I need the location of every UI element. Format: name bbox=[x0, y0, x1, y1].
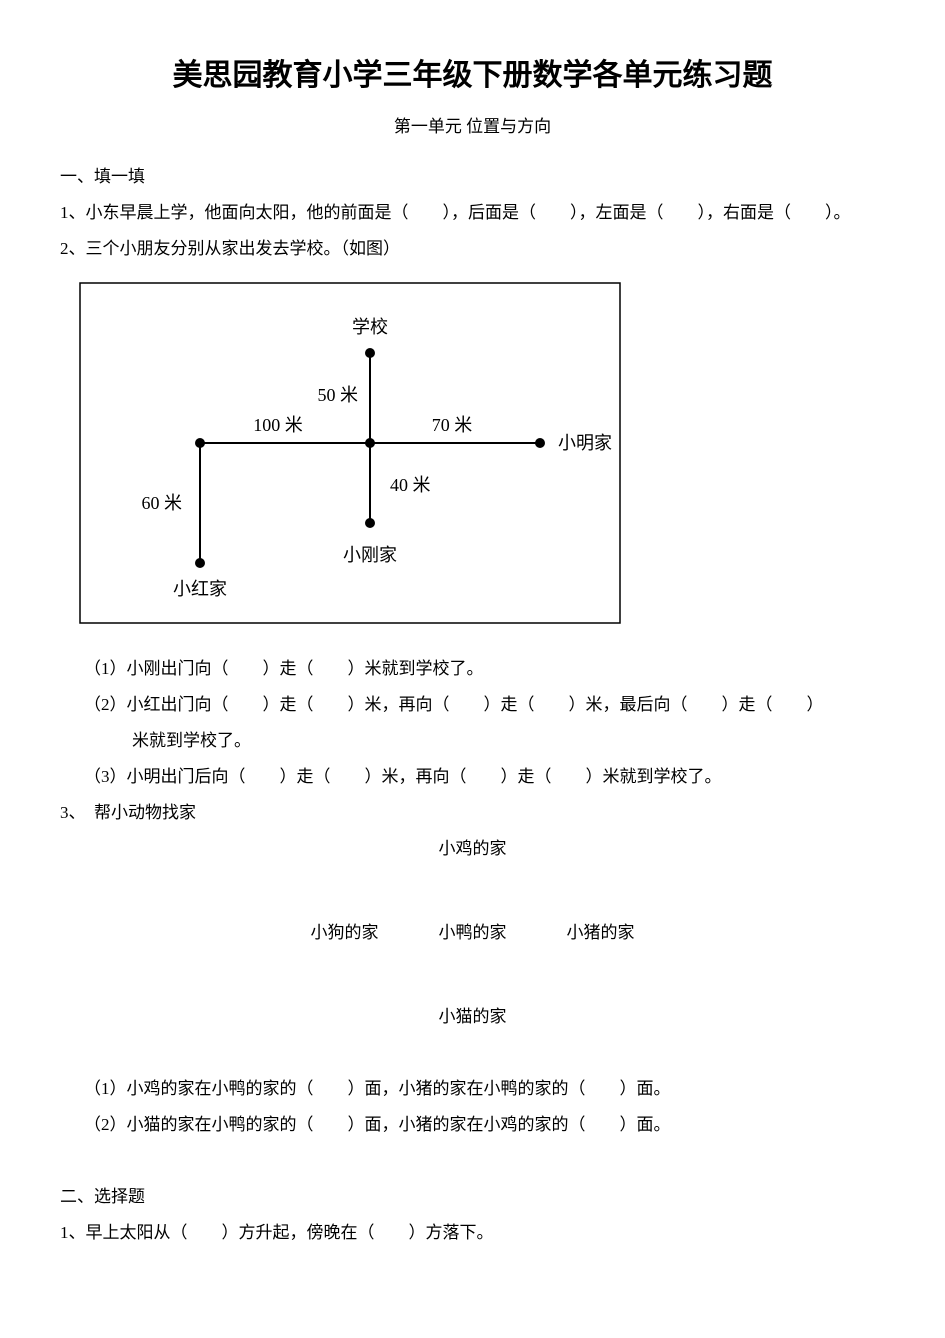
question-3: 3、 帮小动物找家 bbox=[60, 795, 885, 831]
pt-xiaogang bbox=[365, 518, 375, 528]
pt-center bbox=[365, 438, 375, 448]
diagram-lines bbox=[200, 353, 540, 563]
label-xiaoming: 小明家 bbox=[558, 433, 612, 453]
doc-title: 美思园教育小学三年级下册数学各单元练习题 bbox=[60, 50, 885, 94]
label-100m: 100 米 bbox=[253, 415, 303, 435]
map-diagram-container: 学校 50 米 100 米 70 米 小明家 40 米 小刚家 60 米 小红家 bbox=[60, 273, 885, 633]
label-40m: 40 米 bbox=[390, 475, 431, 495]
label-50m: 50 米 bbox=[318, 385, 359, 405]
section-1-header: 一、填一填 bbox=[60, 159, 885, 195]
label-60m: 60 米 bbox=[142, 493, 183, 513]
pt-hong-top bbox=[195, 438, 205, 448]
animal-home-grid: 小鸡的家 小狗的家 小鸭的家 小猪的家 小猫的家 bbox=[60, 831, 885, 1035]
question-2-2b: 米就到学校了。 bbox=[60, 723, 885, 759]
question-2-1: （1）小刚出门向（ ）走（ ）米就到学校了。 bbox=[60, 651, 885, 687]
map-diagram: 学校 50 米 100 米 70 米 小明家 40 米 小刚家 60 米 小红家 bbox=[60, 273, 640, 633]
pt-hong-bot bbox=[195, 558, 205, 568]
pt-xiaoming bbox=[535, 438, 545, 448]
page: 美思园教育小学三年级下册数学各单元练习题 第一单元 位置与方向 一、填一填 1、… bbox=[0, 0, 945, 1338]
question-3-2: （2）小猫的家在小鸭的家的（ ）面，小猪的家在小鸡的家的（ ）面。 bbox=[60, 1107, 885, 1143]
home-chicken: 小鸡的家 bbox=[439, 831, 507, 867]
diagram-labels: 学校 50 米 100 米 70 米 小明家 40 米 小刚家 60 米 小红家 bbox=[142, 317, 613, 599]
section-2-q1: 1、早上太阳从（ ）方升起，傍晚在（ ）方落下。 bbox=[60, 1215, 885, 1251]
home-pig: 小猪的家 bbox=[567, 915, 635, 951]
home-dog: 小狗的家 bbox=[311, 915, 379, 951]
label-xiaohong: 小红家 bbox=[173, 579, 227, 599]
section-2-header: 二、选择题 bbox=[60, 1179, 885, 1215]
question-2-3: （3）小明出门后向（ ）走（ ）米，再向（ ）走（ ）米就到学校了。 bbox=[60, 759, 885, 795]
label-school: 学校 bbox=[352, 317, 388, 337]
question-1: 1、小东早晨上学，他面向太阳，他的前面是（ ），后面是（ ），左面是（ ），右面… bbox=[60, 195, 885, 231]
diagram-border bbox=[80, 283, 620, 623]
label-xiaogang: 小刚家 bbox=[343, 545, 397, 565]
pt-school bbox=[365, 348, 375, 358]
question-2: 2、三个小朋友分别从家出发去学校。（如图） bbox=[60, 231, 885, 267]
home-cat: 小猫的家 bbox=[439, 999, 507, 1035]
label-70m: 70 米 bbox=[432, 415, 473, 435]
unit-subtitle: 第一单元 位置与方向 bbox=[60, 112, 885, 137]
question-2-2a: （2）小红出门向（ ）走（ ）米，再向（ ）走（ ）米，最后向（ ）走（ ） bbox=[60, 687, 885, 723]
question-3-1: （1）小鸡的家在小鸭的家的（ ）面，小猪的家在小鸭的家的（ ）面。 bbox=[60, 1071, 885, 1107]
home-duck: 小鸭的家 bbox=[439, 915, 507, 951]
